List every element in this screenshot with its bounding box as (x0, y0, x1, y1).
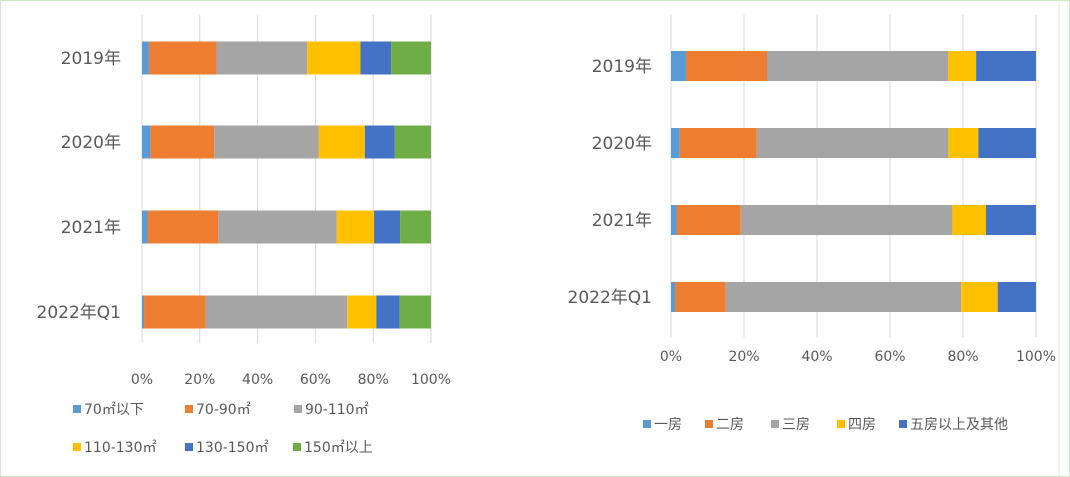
x-tick-label: 20% (728, 349, 759, 365)
bar-segment (740, 205, 953, 235)
bar-segment (676, 205, 741, 235)
bar-segment (318, 125, 365, 159)
category-label: 2020年 (592, 134, 652, 154)
bar-segment (671, 51, 686, 81)
legend-swatch (293, 443, 301, 451)
bar-segment (150, 125, 215, 159)
x-tick-label: 20% (184, 372, 215, 388)
x-tick-label: 100% (411, 372, 451, 388)
bar-segment (391, 41, 431, 75)
x-tick-label: 80% (947, 349, 978, 365)
legend-swatch (705, 420, 713, 428)
bar-segment (399, 295, 431, 329)
legend-label: 90-110㎡ (305, 402, 369, 418)
bar-segment (394, 125, 431, 159)
legend-label: 70-90㎡ (196, 402, 251, 418)
bar-segment (671, 128, 680, 158)
legend-swatch (185, 405, 193, 413)
bar-segment (148, 41, 217, 75)
bar-segment (997, 282, 1036, 312)
x-tick-label: 40% (801, 349, 832, 365)
bar-segment (142, 295, 145, 329)
x-tick-label: 0% (660, 349, 682, 365)
legend-label: 三房 (782, 417, 810, 433)
bar-segment (374, 210, 401, 244)
legend-label: 110-130㎡ (84, 440, 157, 456)
bar-segment (675, 282, 726, 312)
bar-segment (725, 282, 962, 312)
x-tick-label: 0% (131, 372, 153, 388)
bar-segment (948, 128, 979, 158)
x-tick-label: 80% (358, 372, 389, 388)
bar-segment (671, 282, 676, 312)
x-tick-label: 60% (874, 349, 905, 365)
category-label: 2019年 (61, 49, 121, 69)
bar-segment (205, 295, 348, 329)
bar-segment (360, 41, 392, 75)
legend-swatch (643, 420, 651, 428)
bar-segment (952, 205, 986, 235)
legend-swatch (73, 405, 81, 413)
bar-segment (307, 41, 361, 75)
category-label: 2019年 (592, 57, 652, 77)
bar-segment (144, 295, 206, 329)
bar-segment (671, 205, 677, 235)
bar-segment (376, 295, 400, 329)
legend-label: 150㎡以上 (304, 440, 373, 456)
legend-swatch (899, 420, 907, 428)
x-tick-label: 100% (1016, 349, 1056, 365)
bar-segment (218, 210, 337, 244)
legend-label: 五房以上及其他 (910, 417, 1008, 433)
x-tick-label: 60% (300, 372, 331, 388)
legend-label: 二房 (716, 417, 744, 433)
bar-segment (976, 51, 1036, 81)
bar-segment (216, 41, 308, 75)
category-label: 2022年Q1 (568, 288, 652, 308)
bar-segment (364, 125, 395, 159)
category-label: 2020年 (61, 133, 121, 153)
x-tick-label: 40% (242, 372, 273, 388)
bar-segment (142, 125, 151, 159)
category-label: 2022年Q1 (37, 303, 121, 323)
legend-swatch (837, 420, 845, 428)
legend-label: 70㎡以下 (84, 402, 144, 418)
bar-segment (961, 282, 998, 312)
bar-segment (948, 51, 977, 81)
legend-swatch (771, 420, 779, 428)
bar-segment (679, 128, 757, 158)
category-label: 2021年 (592, 211, 652, 231)
bar-segment (400, 210, 431, 244)
legend-swatch (294, 405, 302, 413)
bar-segment (142, 41, 149, 75)
legend-label: 四房 (848, 417, 876, 433)
bar-segment (347, 295, 377, 329)
bar-segment (685, 51, 767, 81)
legend-swatch (185, 443, 193, 451)
bar-segment (978, 128, 1036, 158)
bar-segment (336, 210, 375, 244)
bar-segment (147, 210, 219, 244)
bar-segment (142, 210, 148, 244)
legend-label: 一房 (654, 417, 682, 433)
legend-label: 130-150㎡ (196, 440, 269, 456)
legend-swatch (73, 443, 81, 451)
bar-segment (985, 205, 1036, 235)
category-label: 2021年 (61, 218, 121, 238)
bar-segment (214, 125, 319, 159)
bar-segment (766, 51, 949, 81)
bar-segment (756, 128, 949, 158)
